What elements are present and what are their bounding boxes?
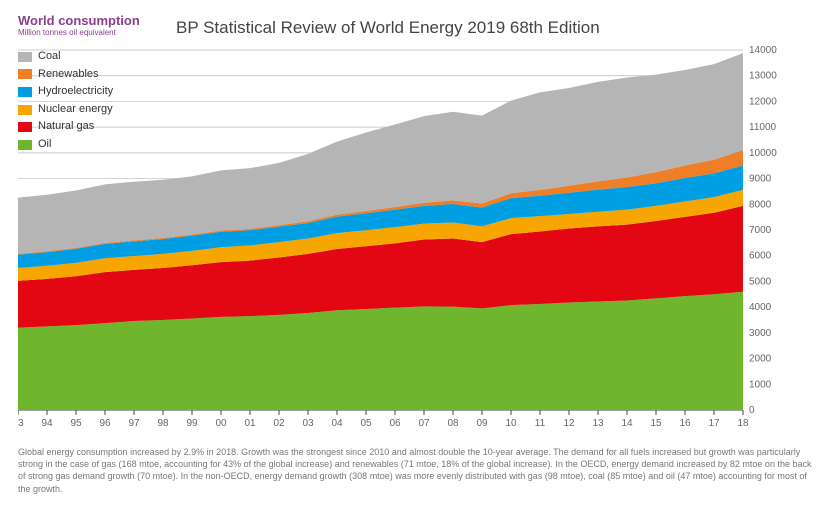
legend-item-hydro: Hydroelectricity	[18, 83, 113, 101]
x-tick-label: 14	[621, 418, 633, 429]
x-tick-label: 95	[70, 418, 82, 429]
x-tick-label: 05	[360, 418, 372, 429]
x-tick-label: 09	[476, 418, 488, 429]
y-tick-label: 10000	[749, 148, 777, 159]
x-tick-label: 13	[592, 418, 604, 429]
x-tick-label: 10	[505, 418, 517, 429]
y-tick-label: 6000	[749, 251, 772, 262]
x-tick-label: 03	[302, 418, 314, 429]
y-tick-label: 4000	[749, 302, 772, 313]
x-tick-label: 12	[563, 418, 575, 429]
page-title: BP Statistical Review of World Energy 20…	[176, 18, 600, 38]
legend-label-nuclear: Nuclear energy	[38, 101, 113, 119]
x-tick-label: 18	[737, 418, 749, 429]
legend-label-oil: Oil	[38, 136, 51, 154]
legend-label-coal: Coal	[38, 48, 61, 66]
header-left: World consumption Million tonnes oil equ…	[18, 14, 148, 38]
legend-swatch-coal	[18, 52, 32, 62]
y-tick-label: 0	[749, 405, 755, 416]
y-tick-label: 7000	[749, 225, 772, 236]
y-tick-label: 14000	[749, 45, 777, 56]
legend-item-gas: Natural gas	[18, 118, 113, 136]
legend: CoalRenewablesHydroelectricityNuclear en…	[18, 48, 113, 154]
x-tick-label: 99	[186, 418, 198, 429]
x-tick-label: 16	[679, 418, 691, 429]
x-tick-label: 98	[157, 418, 169, 429]
x-tick-label: 94	[41, 418, 53, 429]
chart-title: World consumption	[18, 14, 148, 28]
x-tick-label: 17	[708, 418, 720, 429]
legend-swatch-gas	[18, 122, 32, 132]
x-tick-label: 00	[215, 418, 227, 429]
y-tick-label: 12000	[749, 97, 777, 108]
chart-area: CoalRenewablesHydroelectricityNuclear en…	[18, 42, 813, 440]
x-tick-label: 07	[418, 418, 430, 429]
x-tick-label: 93	[18, 418, 24, 429]
x-tick-label: 06	[389, 418, 401, 429]
legend-item-renewables: Renewables	[18, 66, 113, 84]
y-tick-label: 1000	[749, 379, 772, 390]
x-tick-label: 08	[447, 418, 459, 429]
y-tick-label: 8000	[749, 199, 772, 210]
legend-swatch-oil	[18, 140, 32, 150]
legend-swatch-hydro	[18, 87, 32, 97]
chart-subtitle: Million tonnes oil equivalent	[18, 29, 148, 38]
y-tick-label: 9000	[749, 174, 772, 185]
y-tick-label: 5000	[749, 277, 772, 288]
legend-item-nuclear: Nuclear energy	[18, 101, 113, 119]
x-tick-label: 15	[650, 418, 662, 429]
header: World consumption Million tonnes oil equ…	[18, 14, 813, 38]
x-tick-label: 11	[535, 418, 546, 429]
x-tick-label: 96	[99, 418, 111, 429]
x-tick-label: 97	[128, 418, 140, 429]
legend-item-coal: Coal	[18, 48, 113, 66]
y-tick-label: 3000	[749, 328, 772, 339]
legend-label-hydro: Hydroelectricity	[38, 83, 113, 101]
x-tick-label: 02	[273, 418, 285, 429]
stacked-area-chart: 1000200030004000500060007000800090001000…	[18, 42, 813, 440]
legend-label-renewables: Renewables	[38, 66, 99, 84]
y-tick-label: 13000	[749, 71, 777, 82]
legend-swatch-renewables	[18, 69, 32, 79]
caption-text: Global energy consumption increased by 2…	[18, 446, 813, 495]
legend-swatch-nuclear	[18, 105, 32, 115]
legend-label-gas: Natural gas	[38, 118, 94, 136]
y-tick-label: 11000	[749, 122, 777, 133]
legend-item-oil: Oil	[18, 136, 113, 154]
x-tick-label: 01	[244, 418, 256, 429]
y-tick-label: 2000	[749, 354, 772, 365]
x-tick-label: 04	[331, 418, 343, 429]
